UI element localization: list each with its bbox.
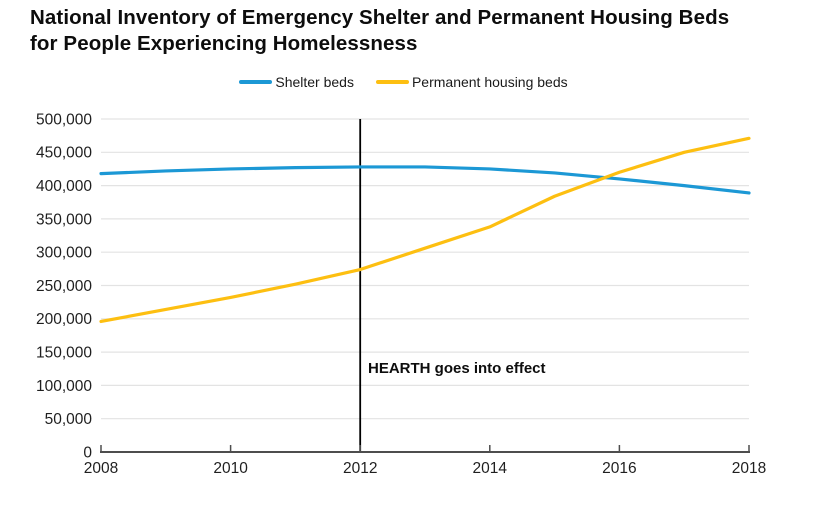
series-line-shelter-beds <box>99 165 751 195</box>
chart-title: National Inventory of Emergency Shelter … <box>30 6 730 55</box>
hearth-annotation-label: HEARTH goes into effect <box>368 360 546 377</box>
y-axis-tick-label: 0 <box>83 444 92 461</box>
shelter-beds-line-swatch <box>239 80 273 84</box>
x-axis-tick-label: 2008 <box>84 460 118 477</box>
legend-item-shelter-beds: Shelter beds <box>239 74 354 90</box>
y-axis-tick-label: 100,000 <box>36 378 92 395</box>
y-axis-tick-label: 400,000 <box>36 178 92 195</box>
x-axis-tick-label: 2010 <box>213 460 248 477</box>
legend-label-permanent-housing-beds: Permanent housing beds <box>411 74 568 90</box>
y-axis-tick-label: 50,000 <box>45 411 93 428</box>
y-axis-tick-label: 300,000 <box>36 245 92 262</box>
y-axis-tick-label: 350,000 <box>36 211 92 228</box>
permanent-housing-beds-line-swatch <box>375 80 409 84</box>
series-line-permanent-housing-beds <box>99 136 751 324</box>
legend-item-permanent-housing-beds: Permanent housing beds <box>375 74 568 90</box>
x-axis-tick-label: 2016 <box>602 460 636 477</box>
y-axis-tick-label: 150,000 <box>36 345 92 362</box>
x-axis-tick-label: 2014 <box>473 460 508 477</box>
x-axis-tick-label: 2012 <box>343 460 377 477</box>
x-axis-tick-label: 2018 <box>732 460 766 477</box>
y-axis-tick-label: 500,000 <box>36 111 92 128</box>
y-axis-tick-label: 200,000 <box>36 311 92 328</box>
legend-label-shelter-beds: Shelter beds <box>275 74 354 90</box>
y-axis-tick-label: 450,000 <box>36 145 92 162</box>
y-axis-tick-label: 250,000 <box>36 278 92 295</box>
legend: Shelter beds Permanent housing beds <box>0 74 807 90</box>
